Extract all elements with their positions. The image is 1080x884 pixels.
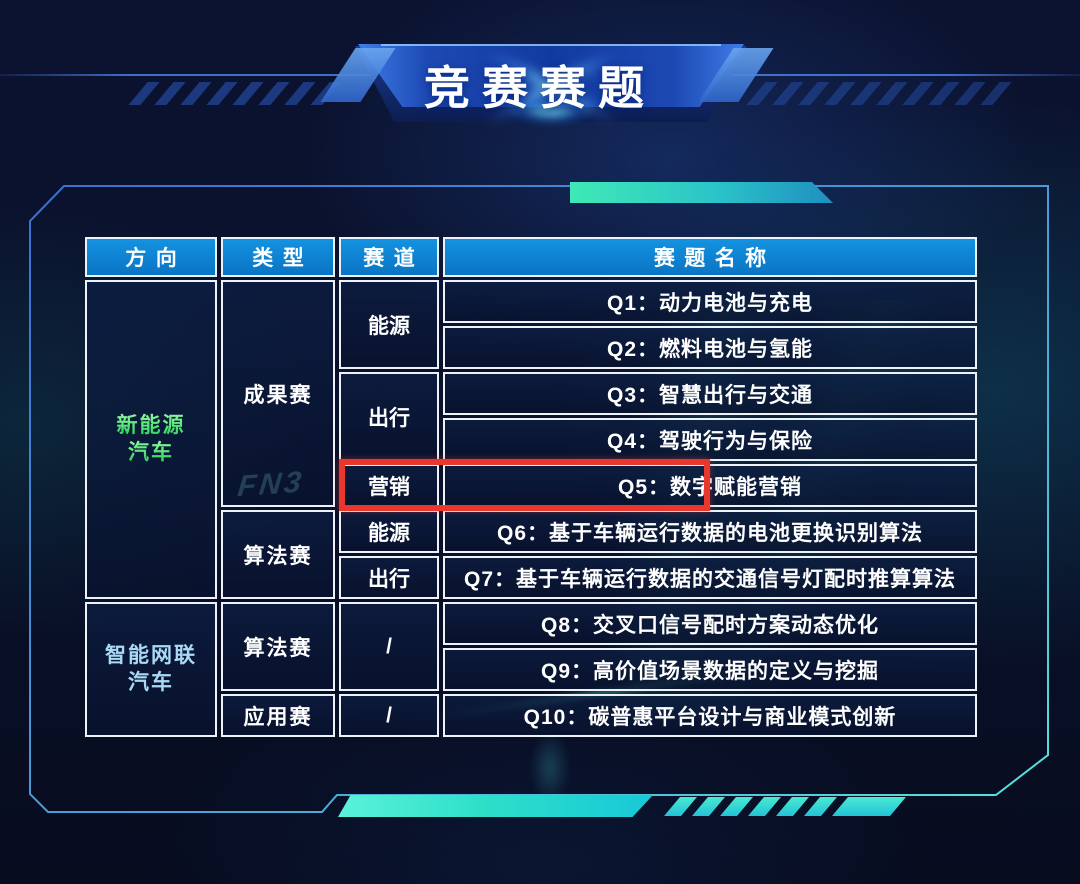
title-banner: 竞赛赛题 bbox=[0, 0, 1080, 150]
track-slash-2: / bbox=[339, 694, 439, 737]
background-vertical-glow bbox=[530, 730, 570, 805]
table-row: 算法赛 能源 Q6：基于车辆运行数据的电池更换识别算法 bbox=[85, 510, 977, 599]
topics-table: 方向 类型 赛道 赛题名称 新能源 汽车 成果赛 能源 Q1：动力电池与充电 Q… bbox=[81, 234, 981, 740]
teal-accent-bar-bottom bbox=[338, 795, 653, 817]
table-header-row: 方向 类型 赛道 赛题名称 bbox=[85, 237, 977, 277]
topic-q4: Q4：驾驶行为与保险 bbox=[443, 418, 977, 461]
topic-q8: Q8：交叉口信号配时方案动态优化 bbox=[443, 602, 977, 645]
track-marketing: 营销 bbox=[339, 464, 439, 507]
direction-icv: 智能网联 汽车 bbox=[85, 602, 217, 737]
stripe bbox=[748, 797, 781, 816]
table-row: 新能源 汽车 成果赛 能源 Q1：动力电池与充电 bbox=[85, 280, 977, 599]
table-row: 应用赛 / Q10：碳普惠平台设计与商业模式创新 bbox=[85, 694, 977, 737]
topic-q5: Q5：数字赋能营销 bbox=[443, 464, 977, 507]
stripe bbox=[804, 797, 837, 816]
stripe bbox=[692, 797, 725, 816]
type-application: 应用赛 bbox=[221, 694, 335, 737]
track-energy-2: 能源 bbox=[339, 510, 439, 553]
table-row: 出行 Q7：基于车辆运行数据的交通信号灯配时推算算法 bbox=[85, 556, 977, 599]
header-direction: 方向 bbox=[85, 237, 217, 277]
hazard-stripes bbox=[664, 797, 906, 816]
type-achievement: 成果赛 bbox=[221, 280, 335, 507]
table-row: Q2：燃料电池与氢能 bbox=[85, 326, 977, 369]
topic-q2: Q2：燃料电池与氢能 bbox=[443, 326, 977, 369]
type-algorithm-nev: 算法赛 bbox=[221, 510, 335, 599]
stripe bbox=[720, 797, 753, 816]
table-row-highlighted: 营销 Q5：数字赋能营销 bbox=[85, 464, 977, 507]
header-topic: 赛题名称 bbox=[443, 237, 977, 277]
header-type: 类型 bbox=[221, 237, 335, 277]
table-row: 出行 Q3：智慧出行与交通 bbox=[85, 372, 977, 461]
topic-q7: Q7：基于车辆运行数据的交通信号灯配时推算算法 bbox=[443, 556, 977, 599]
table-row: Q4：驾驶行为与保险 bbox=[85, 418, 977, 461]
table-row: Q9：高价值场景数据的定义与挖掘 bbox=[85, 648, 977, 691]
background-watermark: FN3 bbox=[235, 465, 306, 504]
teal-accent-bar-top bbox=[570, 182, 833, 203]
stripe-wide bbox=[832, 797, 906, 816]
table-row: 智能网联 汽车 算法赛 / Q8：交叉口信号配时方案动态优化 bbox=[85, 602, 977, 737]
topic-q6: Q6：基于车辆运行数据的电池更换识别算法 bbox=[443, 510, 977, 553]
highlight-box-q5 bbox=[339, 459, 710, 511]
stripe bbox=[776, 797, 809, 816]
topic-q9: Q9：高价值场景数据的定义与挖掘 bbox=[443, 648, 977, 691]
track-travel-1: 出行 bbox=[339, 372, 439, 461]
track-travel-2: 出行 bbox=[339, 556, 439, 599]
direction-nev: 新能源 汽车 bbox=[85, 280, 217, 599]
topic-q1: Q1：动力电池与充电 bbox=[443, 280, 977, 323]
topic-q3: Q3：智慧出行与交通 bbox=[443, 372, 977, 415]
type-algorithm-icv: 算法赛 bbox=[221, 602, 335, 691]
track-slash-1: / bbox=[339, 602, 439, 691]
topic-q10: Q10：碳普惠平台设计与商业模式创新 bbox=[443, 694, 977, 737]
banner-glow-dot bbox=[508, 96, 594, 126]
page-title: 竞赛赛题 bbox=[424, 62, 656, 114]
track-energy-1: 能源 bbox=[339, 280, 439, 369]
header-track: 赛道 bbox=[339, 237, 439, 277]
